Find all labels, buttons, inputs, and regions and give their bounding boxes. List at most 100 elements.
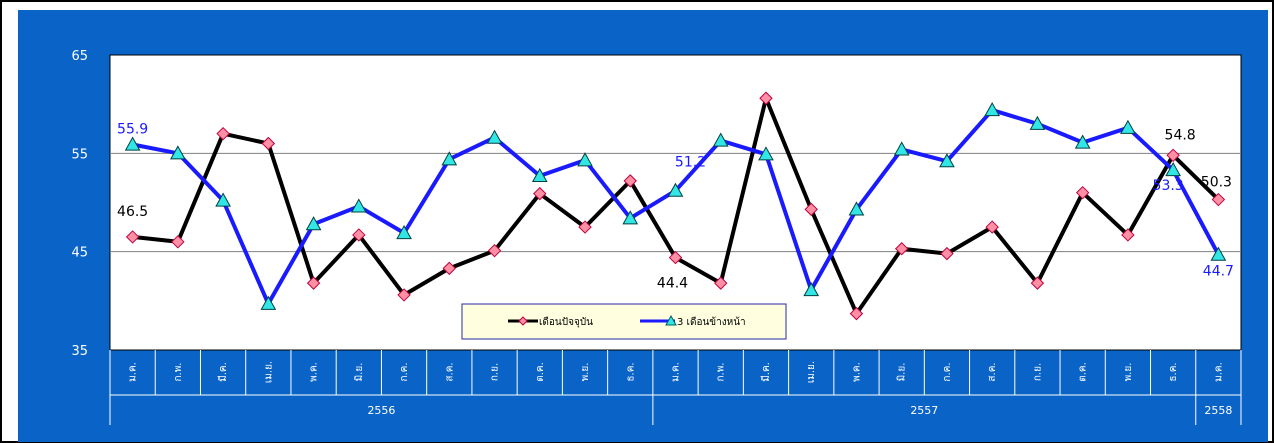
series-0-point <box>125 230 140 244</box>
plot-area <box>109 54 1242 351</box>
x-tick-label: ต.ค. <box>535 362 546 382</box>
series-0-point <box>894 242 909 256</box>
x-tick-label: พ.ค. <box>851 362 862 382</box>
series-1-point <box>260 295 277 310</box>
series-0-point <box>397 288 411 302</box>
series-1-point <box>441 151 458 166</box>
series-0-point <box>804 202 818 217</box>
series-1-point <box>486 129 503 144</box>
data-label: 46.5 <box>117 204 148 220</box>
legend-label-current: เดือนปัจจุบัน <box>539 316 593 328</box>
x-tick-label: เม.ย. <box>806 361 817 383</box>
year-label: 2558 <box>1204 404 1232 417</box>
series-1-point <box>667 182 684 197</box>
y-tick-label: 35 <box>71 344 88 359</box>
x-tick-label: พ.ย. <box>580 363 591 382</box>
series-0-point <box>1121 228 1135 242</box>
year-label: 2556 <box>367 404 395 417</box>
series-0-point <box>352 228 366 242</box>
x-tick-label: มิ.ย. <box>354 363 365 382</box>
x-axis: ม.ค. ก.พ. มี.ค. เม.ย. พ.ค. มิ.ย. ก.ค. ส.ค. ก.ย. ต… <box>109 350 1242 425</box>
x-tick-label: พ.ย. <box>1123 363 1134 382</box>
series-0-point <box>985 220 999 234</box>
x-tick-label: เม.ย. <box>263 361 274 383</box>
series-1-point <box>1120 119 1136 134</box>
y-axis: 35 45 55 65 <box>71 49 88 359</box>
series-1-point <box>350 198 367 213</box>
x-tick-label: ต.ค. <box>1078 362 1089 382</box>
series-0-point <box>216 126 230 141</box>
series-1-point <box>1029 115 1046 130</box>
series-1-point <box>622 210 639 225</box>
series-0-point <box>306 276 321 290</box>
series-1-point <box>396 224 412 240</box>
series-1-point <box>803 281 820 297</box>
series-1-point <box>939 153 955 168</box>
y-tick-label: 45 <box>71 246 88 261</box>
series-0-point <box>668 250 683 265</box>
x-tick-label: ก.พ. <box>173 362 184 381</box>
series-1-point <box>577 152 593 167</box>
x-tick-label: ม.ค. <box>128 362 139 382</box>
series-0-point <box>578 220 592 234</box>
data-label: 55.9 <box>117 121 148 137</box>
series-1-point <box>1210 246 1227 261</box>
x-tick-label: ส.ค. <box>444 362 455 381</box>
series-1-point <box>531 167 548 183</box>
y-tick-label: 65 <box>71 49 88 64</box>
x-tick-label: พ.ค. <box>309 362 320 382</box>
data-label: 44.4 <box>657 276 688 292</box>
series-0-point <box>623 174 637 188</box>
series-1-point <box>1165 162 1181 177</box>
x-tick-label: ก.ค. <box>399 362 410 381</box>
x-tick-label: มี.ค. <box>217 362 229 382</box>
series-0-point <box>1075 185 1090 200</box>
series-0-point <box>261 136 276 151</box>
x-tick-label: มี.ค. <box>760 362 772 382</box>
x-tick-label: ก.ย. <box>1032 363 1043 381</box>
series-0-point <box>1211 192 1226 207</box>
x-tick-label: มิ.ย. <box>897 363 908 382</box>
x-tick-label: ส.ค. <box>987 362 998 381</box>
x-tick-label: ก.พ. <box>716 362 727 381</box>
legend-marker-forecast <box>665 314 677 326</box>
series-layer <box>124 91 1227 321</box>
data-labels: 46.5 44.4 54.8 50.3 55.9 51.2 53.3 44.7 <box>117 121 1234 291</box>
series-0-point <box>940 246 954 261</box>
series-0-point <box>487 243 502 258</box>
legend-box <box>461 303 787 340</box>
data-label: 51.2 <box>675 155 706 171</box>
x-tick-label: ธ.ค. <box>1168 362 1179 381</box>
series-1-point <box>215 192 231 207</box>
year-label: 2557 <box>910 404 938 417</box>
series-1-point <box>758 146 774 161</box>
data-label: 44.7 <box>1203 264 1234 280</box>
data-label: 50.3 <box>1201 175 1232 191</box>
x-tick-label: ธ.ค. <box>625 362 636 381</box>
series-1-point <box>712 132 729 147</box>
series-1-point <box>124 136 141 151</box>
series-0-point <box>442 261 457 276</box>
series-0-point <box>1166 148 1180 163</box>
legend-marker-current <box>518 316 528 326</box>
series-1-point <box>984 102 1001 117</box>
series-0-point <box>533 186 547 201</box>
data-label: 53.3 <box>1153 178 1184 194</box>
series-0-point <box>849 306 864 321</box>
x-tick-label: ก.ย. <box>490 363 501 381</box>
series-1-point <box>170 145 186 160</box>
series-0-point <box>759 91 773 105</box>
series-1-point <box>893 141 910 156</box>
legend-label-forecast: 3 เดือนข้างหน้า <box>677 316 746 328</box>
x-tick-label: ม.ค. <box>1213 362 1224 382</box>
series-1-point <box>848 201 865 216</box>
data-label: 54.8 <box>1165 127 1196 143</box>
series-1-point <box>1074 134 1091 149</box>
legend: เดือนปัจจุบัน 3 เดือนข้างหน้า <box>461 303 787 340</box>
series-0-point <box>714 276 728 290</box>
x-tick-label: ก.ค. <box>942 362 953 381</box>
x-tick-label: ม.ค. <box>671 362 682 382</box>
series-0-point <box>171 235 185 249</box>
series-1-point <box>305 216 322 231</box>
